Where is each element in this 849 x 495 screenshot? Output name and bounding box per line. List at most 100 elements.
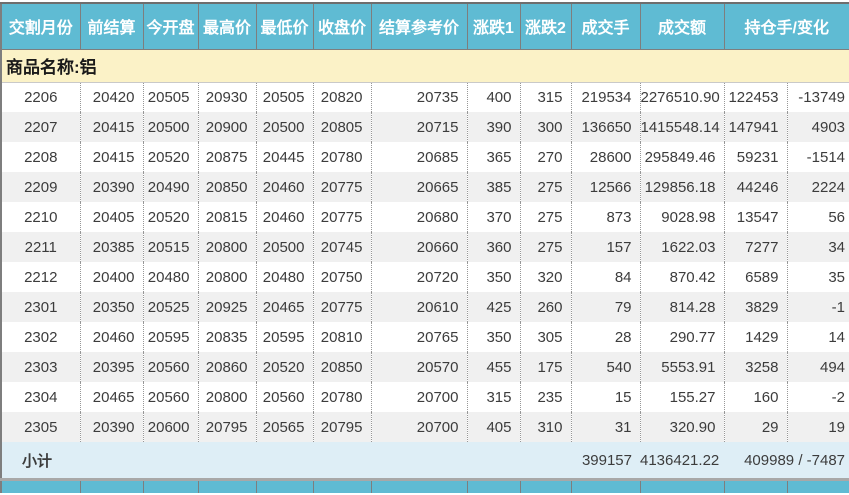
col-header-change1: 涨跌1 — [467, 4, 521, 50]
cell-oi-change: -1 — [831, 298, 846, 316]
col-header-delivery-month: 交割月份 — [1, 4, 81, 50]
cell-change1: 390 — [467, 112, 521, 142]
table-row: 2211 20385 20515 20800 20500 20745 20660… — [1, 232, 849, 262]
cell-delivery-month: 2207 — [1, 112, 81, 142]
cell-delivery-month: 2303 — [1, 352, 81, 382]
cell-open-interest: 44246 — [724, 172, 788, 202]
bottom-divider — [0, 478, 849, 481]
cell-turnover: 5553.91 — [640, 352, 725, 382]
col-header-open: 今开盘 — [143, 4, 199, 50]
cell-change2: 235 — [520, 382, 572, 412]
cell-change2: 275 — [520, 202, 572, 232]
cell-prev-settlement: 20400 — [80, 262, 144, 292]
cell-prev-settlement: 20420 — [80, 82, 144, 112]
cell-settlement-ref: 20700 — [371, 382, 468, 412]
cell-settlement-ref: 20700 — [371, 412, 468, 442]
col-header-low: 最低价 — [256, 4, 314, 50]
futures-quotes-table: 交割月份 前结算 今开盘 最高价 最低价 收盘价 结算参考价 涨跌1 涨跌2 成… — [0, 4, 849, 478]
cell-high: 20800 — [198, 232, 257, 262]
cell-volume: 12566 — [571, 172, 641, 202]
cell-volume: 136650 — [571, 112, 641, 142]
cell-change1: 350 — [467, 262, 521, 292]
cell-change2: 275 — [520, 232, 572, 262]
cell-open: 20600 — [143, 412, 199, 442]
cell-oi-change: 35 — [828, 268, 846, 286]
cell-delivery-month: 2209 — [1, 172, 81, 202]
cell-high: 20860 — [198, 352, 257, 382]
cell-delivery-month: 2208 — [1, 142, 81, 172]
cell-low: 20460 — [256, 172, 314, 202]
cell-prev-settlement: 20405 — [80, 202, 144, 232]
cell-settlement-ref: 20570 — [371, 352, 468, 382]
cell-open-interest: 29 — [724, 412, 788, 442]
cell-turnover: 2276510.90 — [640, 82, 725, 112]
cell-oi-change: 34 — [828, 238, 846, 256]
cell-oi-change: 4903 — [811, 118, 846, 136]
cell-delivery-month: 2210 — [1, 202, 81, 232]
col-header-settlement-ref: 结算参考价 — [371, 4, 468, 50]
cell-close: 20775 — [313, 292, 372, 322]
cell-delivery-month: 2206 — [1, 82, 81, 112]
cell-volume: 79 — [571, 292, 641, 322]
cell-settlement-ref: 20735 — [371, 82, 468, 112]
cell-change1: 405 — [467, 412, 521, 442]
cell-open-interest: 13547 — [724, 202, 788, 232]
cell-change2: 305 — [520, 322, 572, 352]
cell-turnover: 155.27 — [640, 382, 725, 412]
cell-low: 20595 — [256, 322, 314, 352]
cell-volume: 31 — [571, 412, 641, 442]
cell-low: 20520 — [256, 352, 314, 382]
cell-settlement-ref: 20715 — [371, 112, 468, 142]
cell-open: 20560 — [143, 352, 199, 382]
cell-close: 20750 — [313, 262, 372, 292]
cell-prev-settlement: 20465 — [80, 382, 144, 412]
subtotal-row: 小计 399157 4136421.22 409989 / -7487 — [1, 442, 849, 478]
cell-open-interest: 3829 — [724, 292, 788, 322]
cell-close: 20780 — [313, 142, 372, 172]
cell-change1: 370 — [467, 202, 521, 232]
cell-high: 20900 — [198, 112, 257, 142]
cell-volume: 28 — [571, 322, 641, 352]
cell-prev-settlement: 20395 — [80, 352, 144, 382]
cell-open-interest: 3258 — [724, 352, 788, 382]
commodity-name-label: 商品名称:铝 — [1, 49, 849, 83]
cell-high: 20800 — [198, 262, 257, 292]
cell-close: 20810 — [313, 322, 372, 352]
cell-low: 20565 — [256, 412, 314, 442]
cell-open: 20525 — [143, 292, 199, 322]
cell-change1: 315 — [467, 382, 521, 412]
cell-open-interest: 160 — [724, 382, 788, 412]
cell-change2: 270 — [520, 142, 572, 172]
cell-high: 20795 — [198, 412, 257, 442]
cell-open: 20560 — [143, 382, 199, 412]
col-header-open-interest-change: 持仓手/变化 — [724, 4, 849, 50]
cell-turnover: 9028.98 — [640, 202, 725, 232]
subtotal-volume: 399157 — [581, 451, 632, 469]
cell-oi-change: 56 — [828, 208, 846, 226]
cell-high: 20930 — [198, 82, 257, 112]
cell-close: 20780 — [313, 382, 372, 412]
cell-change2: 260 — [520, 292, 572, 322]
cell-volume: 15 — [571, 382, 641, 412]
cell-delivery-month: 2212 — [1, 262, 81, 292]
cell-low: 20500 — [256, 232, 314, 262]
cell-oi-change: 494 — [819, 358, 846, 376]
cell-low: 20500 — [256, 112, 314, 142]
cell-high: 20800 — [198, 382, 257, 412]
cell-open: 20490 — [143, 172, 199, 202]
cell-high: 20815 — [198, 202, 257, 232]
cell-low: 20505 — [256, 82, 314, 112]
cell-turnover: 1415548.14 — [640, 112, 725, 142]
table-body: 2206 20420 20505 20930 20505 20820 20735… — [1, 82, 849, 442]
cell-delivery-month: 2304 — [1, 382, 81, 412]
cell-volume: 540 — [571, 352, 641, 382]
cell-settlement-ref: 20680 — [371, 202, 468, 232]
cell-change2: 275 — [520, 172, 572, 202]
cell-oi-change: 19 — [828, 418, 846, 436]
cell-prev-settlement: 20390 — [80, 172, 144, 202]
cell-change2: 315 — [520, 82, 572, 112]
cell-change1: 385 — [467, 172, 521, 202]
table-row: 2210 20405 20520 20815 20460 20775 20680… — [1, 202, 849, 232]
table-row: 2209 20390 20490 20850 20460 20775 20665… — [1, 172, 849, 202]
